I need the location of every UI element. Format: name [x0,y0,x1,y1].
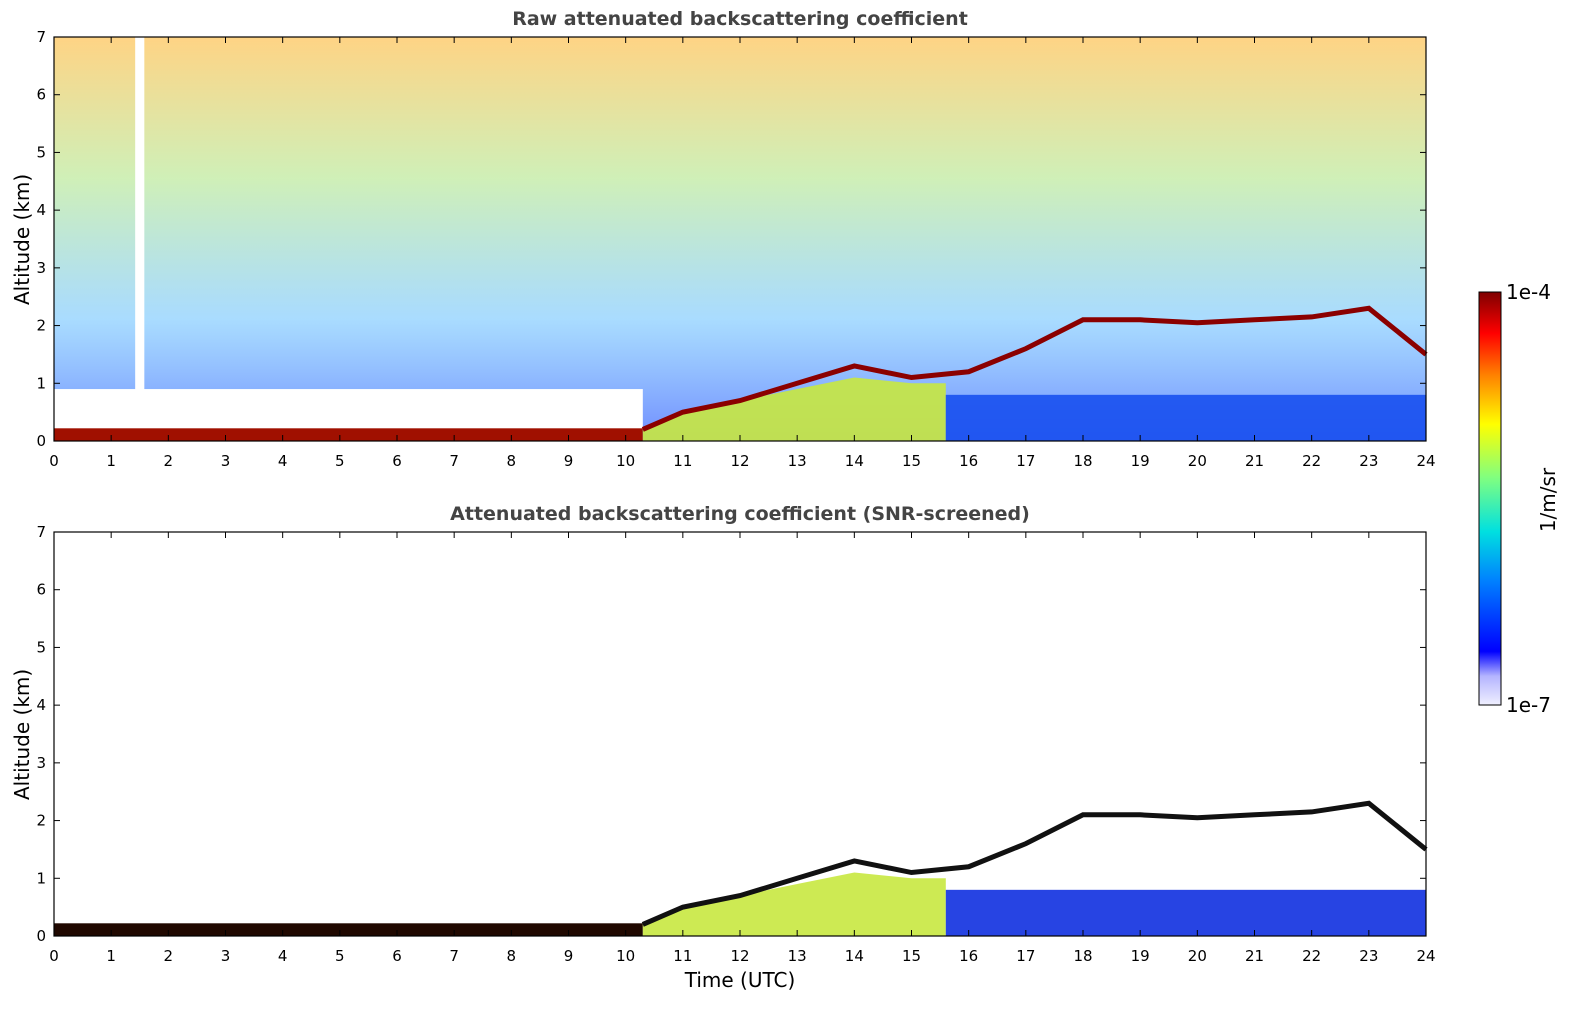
x-tick-label: 23 [1359,452,1378,470]
x-tick-label: 2 [164,947,174,965]
x-tick-label: 19 [1131,947,1150,965]
y-tick-label: 7 [36,523,46,541]
x-tick-label: 4 [278,452,288,470]
x-tick-label: 7 [449,947,459,965]
bottom-y-axis-label: Altitude (km) [10,668,34,800]
data-gap [135,37,145,441]
surface-layer [54,428,643,441]
x-tick-label: 2 [164,452,174,470]
x-tick-label: 22 [1302,947,1321,965]
y-tick-label: 5 [36,143,46,161]
x-tick-label: 7 [449,452,459,470]
top-panel-title: Raw attenuated backscattering coefficien… [512,8,968,30]
x-tick-label: 5 [335,947,345,965]
x-tick-label: 14 [845,452,864,470]
x-tick-label: 13 [788,452,807,470]
x-tick-label: 6 [392,947,402,965]
x-tick-label: 24 [1416,452,1435,470]
y-tick-label: 1 [36,869,46,887]
x-tick-label: 9 [564,452,574,470]
bottom-heatmap-panel: 0 1 2 3 4 5 6 7 8 9 10 11 12 13 14 15 16 17 18 19 20 21 22 23 24… [36,523,1435,965]
x-tick-label: 22 [1302,452,1321,470]
low-signal-region [54,389,643,430]
x-axis-label: Time (UTC) [684,968,796,992]
y-tick-label: 4 [36,201,46,219]
x-tick-label: 19 [1131,452,1150,470]
x-tick-label: 0 [49,947,59,965]
x-tick-label: 10 [616,947,635,965]
x-tick-label: 18 [1073,947,1092,965]
colorbar-max-label: 1e-4 [1506,280,1551,304]
x-tick-label: 8 [507,452,517,470]
boundary-layer [642,872,946,936]
x-tick-label: 24 [1416,947,1435,965]
x-tick-label: 5 [335,452,345,470]
x-tick-label: 21 [1245,947,1264,965]
x-tick-label: 4 [278,947,288,965]
x-tick-label: 18 [1073,452,1092,470]
x-tick-label: 21 [1245,452,1264,470]
x-tick-label: 16 [959,452,978,470]
x-tick-label: 23 [1359,947,1378,965]
y-tick-label: 4 [36,696,46,714]
background-signal [54,37,1426,441]
y-tick-label: 3 [36,754,46,772]
x-tick-label: 13 [788,947,807,965]
y-tick-label: 6 [36,581,46,599]
x-tick-label: 0 [49,452,59,470]
x-tick-label: 12 [730,947,749,965]
colorbar-unit-label: 1/m/sr [1536,467,1560,533]
y-tick-label: 6 [36,86,46,104]
y-tick-label: 1 [36,374,46,392]
y-tick-label: 2 [36,317,46,335]
x-tick-label: 20 [1188,452,1207,470]
colorbar [1478,291,1502,706]
cloud-layer [641,800,1428,927]
y-tick-label: 0 [36,927,46,945]
x-tick-label: 16 [959,947,978,965]
plot-frame [53,531,1427,937]
x-tick-label: 11 [673,452,692,470]
x-tick-label: 6 [392,452,402,470]
x-tick-label: 1 [106,452,116,470]
x-tick-label: 17 [1016,452,1035,470]
colorbar-min-label: 1e-7 [1506,693,1551,717]
x-tick-label: 3 [221,452,231,470]
cloud-layer [641,305,1428,432]
y-tick-label: 3 [36,259,46,277]
x-tick-label: 15 [902,452,921,470]
y-tick-label: 2 [36,812,46,830]
top-y-axis-label: Altitude (km) [10,173,34,305]
x-tick-label: 11 [673,947,692,965]
y-tick-label: 7 [36,28,46,46]
y-tick-label: 0 [36,432,46,450]
surface-layer [54,923,643,936]
x-tick-label: 17 [1016,947,1035,965]
nocturnal-layer [945,394,1426,441]
x-tick-label: 8 [507,947,517,965]
y-tick-label: 5 [36,638,46,656]
x-tick-label: 20 [1188,947,1207,965]
x-tick-label: 3 [221,947,231,965]
x-tick-label: 9 [564,947,574,965]
top-heatmap-panel: 0 1 2 3 4 5 6 7 8 9 10 11 12 13 14 15 16 17 18 19 20 21 22 23 24… [36,28,1435,470]
bottom-panel-title: Attenuated backscattering coefficient (S… [450,503,1030,525]
x-tick-label: 14 [845,947,864,965]
x-tick-label: 1 [106,947,116,965]
boundary-layer [642,377,946,441]
x-tick-label: 10 [616,452,635,470]
nocturnal-layer [945,889,1426,936]
x-tick-label: 15 [902,947,921,965]
x-tick-label: 12 [730,452,749,470]
